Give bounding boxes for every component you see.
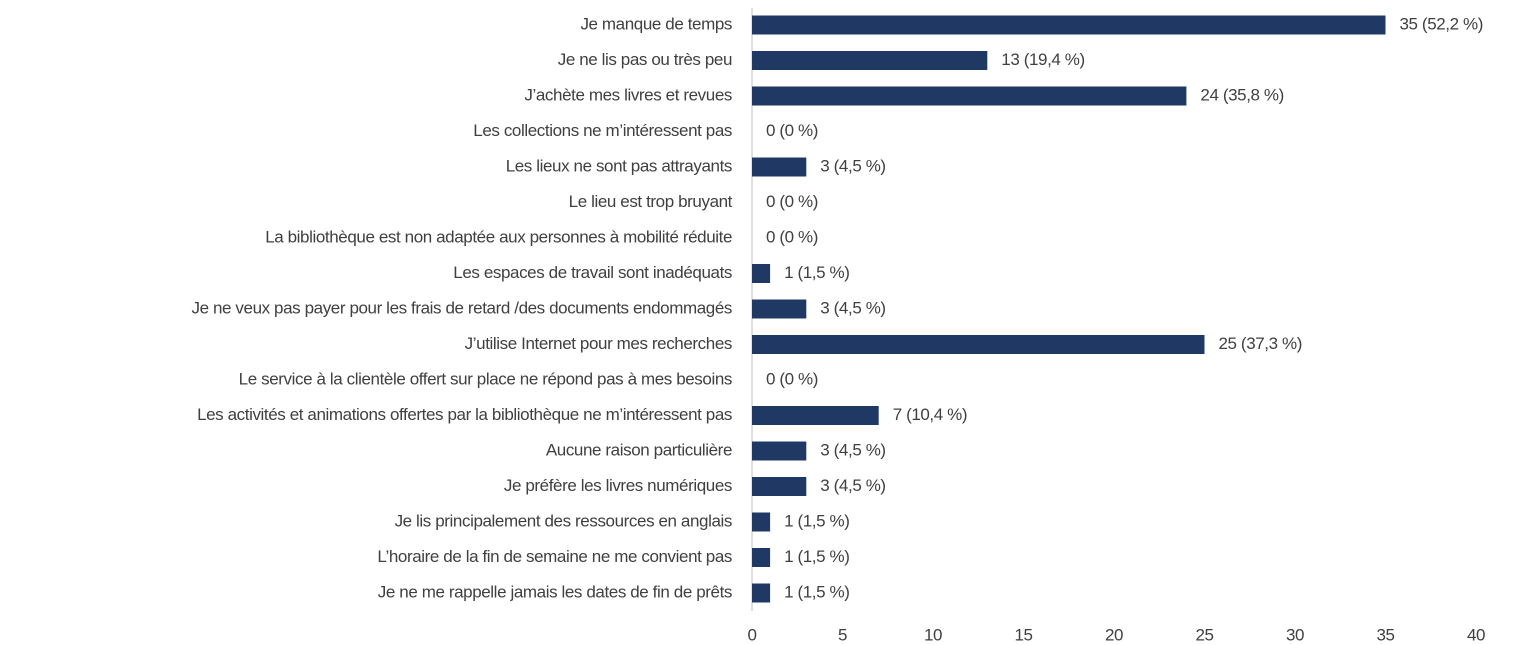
bar — [752, 477, 807, 496]
value-label: 1 (1,5 %) — [784, 263, 849, 282]
y-tick-label: Les collections ne m’intéressent pas — [473, 121, 732, 140]
y-tick-label: Les espaces de travail sont inadéquats — [453, 263, 732, 282]
y-tick-label: Je ne lis pas ou très peu — [558, 50, 732, 69]
x-tick-label: 10 — [924, 625, 942, 644]
value-label: 3 (4,5 %) — [820, 298, 885, 317]
y-tick-label: J’utilise Internet pour mes recherches — [465, 334, 732, 353]
y-tick-label: Je préfère les livres numériques — [504, 476, 732, 495]
value-label: 0 (0 %) — [766, 121, 818, 140]
value-label: 3 (4,5 %) — [820, 156, 885, 175]
bar — [752, 299, 807, 319]
x-tick-label: 35 — [1376, 625, 1394, 644]
x-tick-label: 15 — [1014, 625, 1032, 644]
x-tick-label: 25 — [1195, 625, 1213, 644]
bar — [752, 583, 771, 603]
bar — [752, 441, 807, 461]
bar — [752, 264, 771, 283]
value-label: 7 (10,4 %) — [893, 405, 967, 424]
value-label: 1 (1,5 %) — [784, 511, 849, 530]
y-tick-label: L’horaire de la fin de semaine ne me con… — [377, 547, 732, 566]
value-label: 0 (0 %) — [766, 369, 818, 388]
x-tick-label: 30 — [1286, 625, 1304, 644]
x-tick-label: 40 — [1467, 625, 1485, 644]
y-tick-label: Je ne me rappelle jamais les dates de fi… — [378, 582, 732, 601]
bar — [752, 512, 771, 532]
y-tick-label: Les lieux ne sont pas attrayants — [506, 156, 732, 175]
bar — [752, 335, 1205, 354]
y-tick-label: La bibliothèque est non adaptée aux pers… — [265, 227, 732, 246]
value-label: 1 (1,5 %) — [784, 582, 849, 601]
value-label: 25 (37,3 %) — [1219, 334, 1302, 353]
value-label: 3 (4,5 %) — [820, 440, 885, 459]
y-tick-label: Aucune raison particulière — [546, 440, 732, 459]
bar — [752, 406, 879, 425]
bar — [752, 86, 1187, 106]
x-tick-label: 0 — [747, 625, 756, 644]
y-tick-label: Le lieu est trop bruyant — [569, 192, 733, 211]
value-label: 24 (35,8 %) — [1200, 85, 1283, 104]
value-label: 0 (0 %) — [766, 227, 818, 246]
y-tick-label: Les activités et animations offertes par… — [197, 405, 732, 424]
y-tick-label: Je ne veux pas payer pour les frais de r… — [192, 298, 732, 317]
bar — [752, 548, 771, 567]
y-tick-label: J’achète mes livres et revues — [524, 85, 732, 104]
bar — [752, 157, 807, 177]
value-label: 3 (4,5 %) — [820, 476, 885, 495]
value-label: 13 (19,4 %) — [1001, 50, 1084, 69]
y-tick-label: Je manque de temps — [580, 14, 732, 33]
value-label: 35 (52,2 %) — [1400, 14, 1483, 33]
bar — [752, 51, 988, 70]
value-label: 1 (1,5 %) — [784, 547, 849, 566]
y-tick-label: Je lis principalement des ressources en … — [395, 511, 732, 530]
x-tick-label: 5 — [838, 625, 847, 644]
bar — [752, 15, 1386, 35]
y-tick-label: Le service à la clientèle offert sur pla… — [239, 369, 732, 388]
value-label: 0 (0 %) — [766, 192, 818, 211]
x-tick-label: 20 — [1105, 625, 1123, 644]
